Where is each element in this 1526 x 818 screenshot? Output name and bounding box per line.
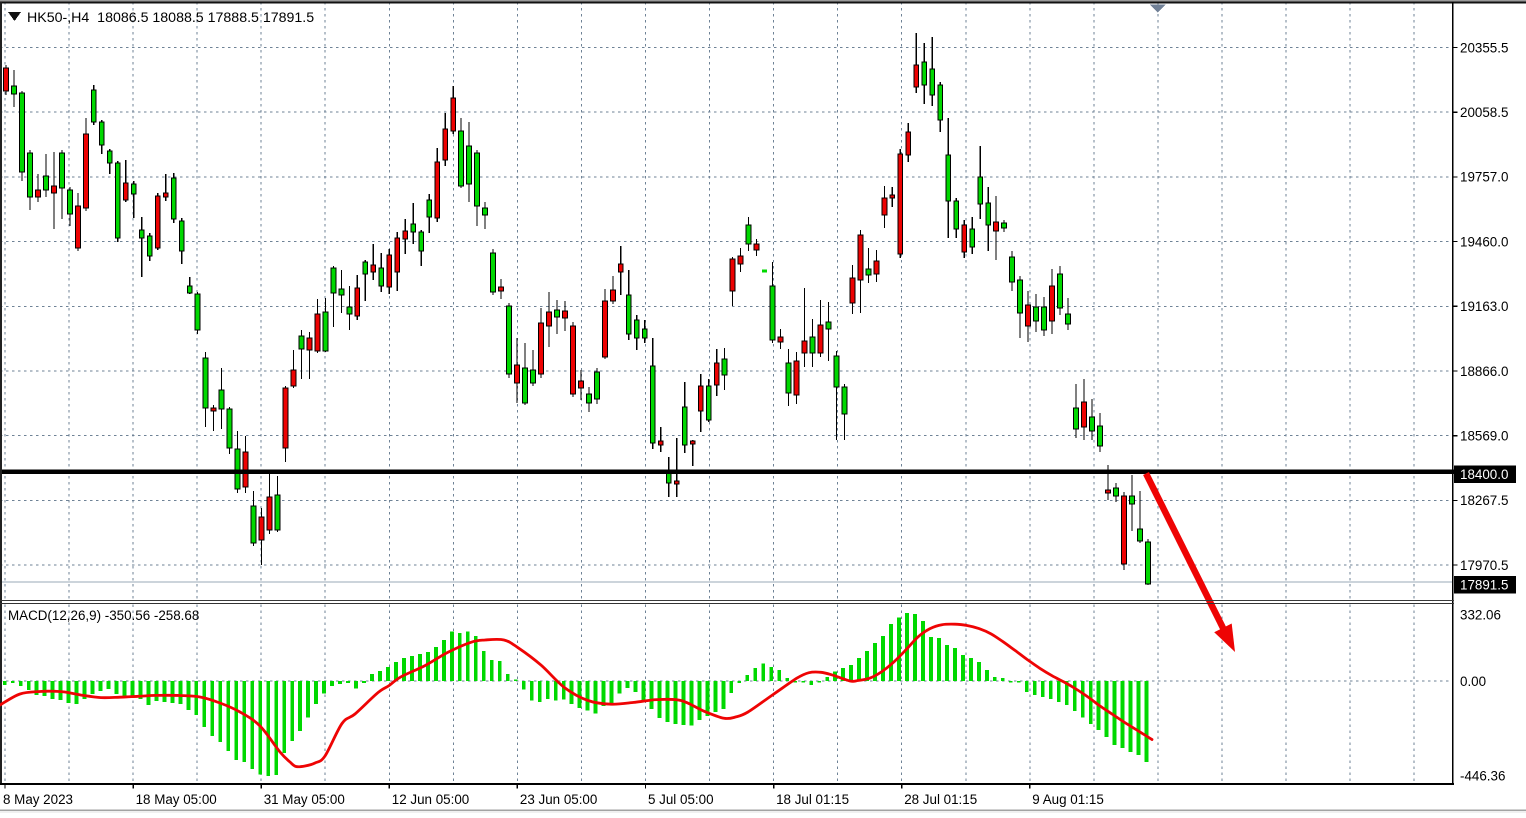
svg-text:18866.0: 18866.0 (1460, 364, 1508, 379)
svg-text:28 Jul 01:15: 28 Jul 01:15 (904, 792, 977, 807)
svg-text:12 Jun 05:00: 12 Jun 05:00 (392, 792, 469, 807)
svg-text:-446.36: -446.36 (1460, 769, 1505, 784)
svg-text:HK50-,H4 18086.5 18088.5 1788: HK50-,H4 18086.5 18088.5 17888.5 17891.5 (27, 10, 314, 26)
svg-text:18 Jul 01:15: 18 Jul 01:15 (776, 792, 849, 807)
svg-text:0.00: 0.00 (1460, 674, 1486, 689)
svg-text:20058.5: 20058.5 (1460, 105, 1508, 120)
svg-text:17891.5: 17891.5 (1460, 578, 1508, 593)
svg-text:19757.0: 19757.0 (1460, 170, 1508, 185)
svg-text:19460.0: 19460.0 (1460, 234, 1508, 249)
svg-text:5 Jul 05:00: 5 Jul 05:00 (648, 792, 714, 807)
svg-text:18 May 05:00: 18 May 05:00 (136, 792, 217, 807)
svg-text:9 Aug 01:15: 9 Aug 01:15 (1032, 792, 1103, 807)
svg-text:18400.0: 18400.0 (1460, 467, 1508, 482)
svg-text:20355.5: 20355.5 (1460, 40, 1508, 55)
svg-text:18569.0: 18569.0 (1460, 429, 1508, 444)
svg-text:332.06: 332.06 (1460, 608, 1501, 623)
svg-text:23 Jun 05:00: 23 Jun 05:00 (520, 792, 597, 807)
svg-text:MACD(12,26,9) -350.56 -258.68: MACD(12,26,9) -350.56 -258.68 (8, 608, 199, 623)
svg-text:8 May 2023: 8 May 2023 (3, 792, 73, 807)
svg-text:31 May 05:00: 31 May 05:00 (264, 792, 345, 807)
svg-text:19163.0: 19163.0 (1460, 299, 1508, 314)
svg-text:18267.5: 18267.5 (1460, 493, 1508, 508)
svg-text:17970.5: 17970.5 (1460, 558, 1508, 573)
